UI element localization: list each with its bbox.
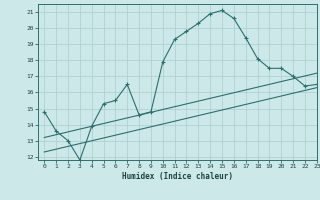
X-axis label: Humidex (Indice chaleur): Humidex (Indice chaleur) <box>122 172 233 181</box>
